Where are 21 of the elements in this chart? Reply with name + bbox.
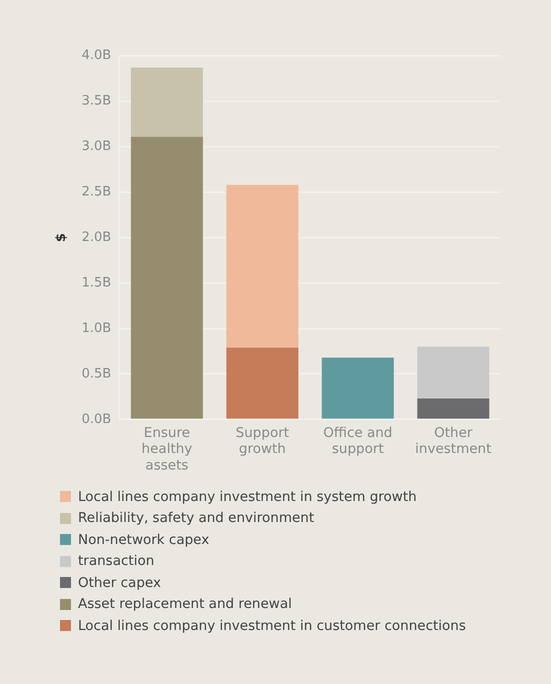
y-tick-label: 0.5B [82, 366, 112, 382]
legend-label: transaction [78, 553, 154, 570]
y-axis-title: $ [54, 233, 70, 242]
y-tick-label: 2.0B [82, 230, 112, 245]
legend-label: Non-network capex [78, 532, 210, 548]
y-tick-label: 0.0B [82, 412, 112, 427]
legend-label: Reliability, safety and environment [78, 510, 314, 526]
x-tick-label: Office and support [323, 425, 392, 458]
x-tick-label: Ensure healthy assets [142, 425, 192, 474]
y-tick-label: 1.5B [82, 275, 112, 290]
legend-label: Other capex [78, 574, 161, 591]
x-tick-label: Support growth [236, 425, 290, 458]
y-tick-label: 4.0B [82, 48, 112, 64]
y-tick-label: 1.0B [82, 320, 112, 336]
x-tick-label: Other investment [415, 425, 492, 458]
legend-label: Local lines company investment in system growth [78, 488, 417, 505]
legend-label: Asset replacement and renewal [78, 596, 292, 612]
y-tick-label: 2.5B [82, 184, 112, 200]
legend-label: Local lines company investment in customer connections [78, 618, 466, 634]
y-tick-label: 3.5B [82, 94, 112, 109]
y-tick-label: 3.0B [82, 139, 112, 154]
